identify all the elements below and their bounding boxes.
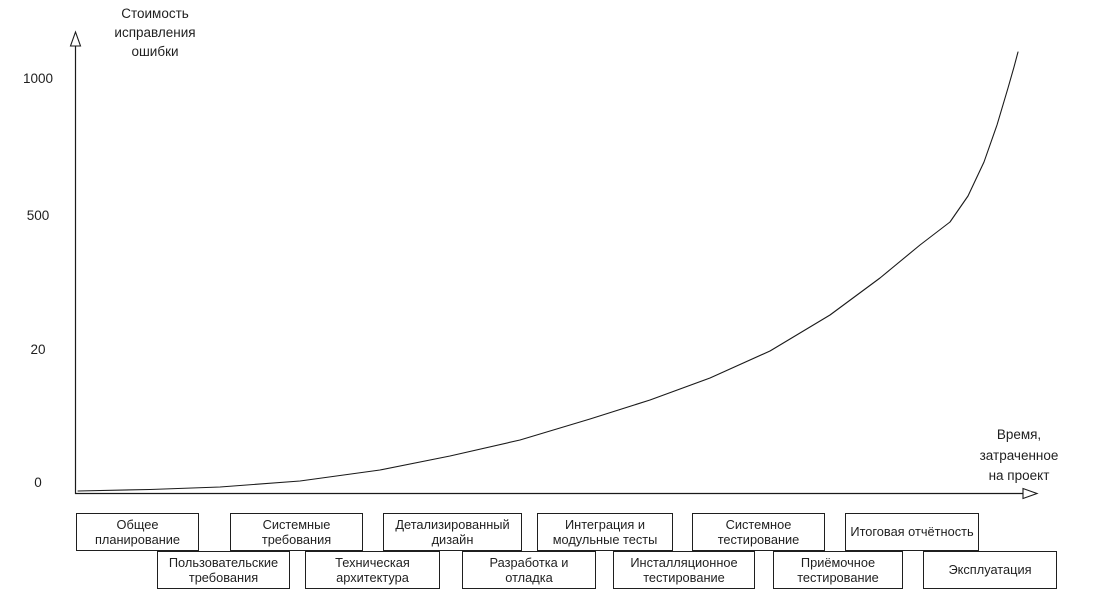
y-tick-label: 20 [30,342,46,357]
x-axis-title-line: на проект [988,468,1050,483]
phase-box: Приёмочное тестирование [773,551,903,589]
x-axis-arrow-icon [1022,487,1039,500]
phase-box: Детализированный дизайн [383,513,522,551]
y-axis-arrow-icon [69,30,82,47]
y-axis-title: Стоимость исправления ошибки [93,4,217,61]
x-axis-title-line: Время, [996,427,1042,442]
x-axis-title-line: затраченное [979,447,1059,463]
y-axis-title-line: Стоимость [121,6,189,21]
phase-box: Системные требования [230,513,363,551]
phase-box: Инсталляционное тестирование [613,551,755,589]
y-tick-label: 0 [34,475,42,490]
x-axis-title: Время, затраченное на проект [957,425,1081,487]
phase-box: Разработка и отладка [462,551,596,589]
phase-box: Эксплуатация [923,551,1057,589]
phase-box: Итоговая отчётность [845,513,979,551]
y-axis-title-line: ошибки [131,44,179,59]
y-axis-title-line: исправления [114,25,196,40]
y-tick-label: 500 [26,208,50,223]
phase-box: Интеграция и модульные тесты [537,513,673,551]
cost-curve [77,51,1019,492]
y-tick-label: 1000 [22,71,54,86]
phase-box: Пользовательские требования [157,551,290,589]
phase-box: Системное тестирование [692,513,825,551]
phase-box: Техническая архитектура [305,551,440,589]
phase-box: Общее планирование [76,513,199,551]
